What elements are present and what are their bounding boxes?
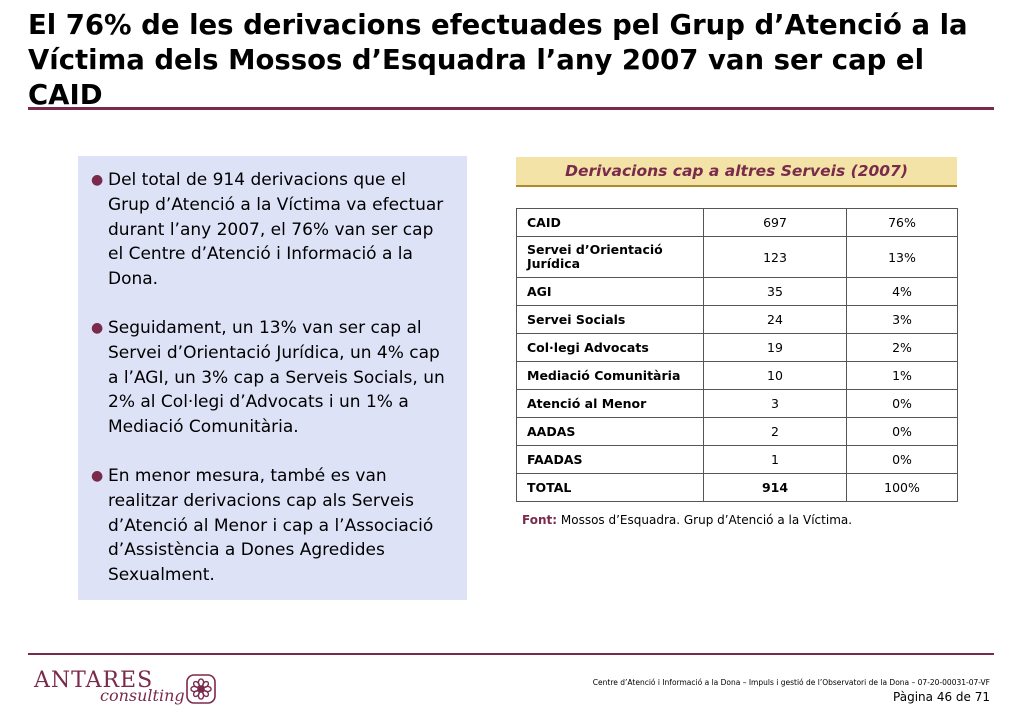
table-row: FAADAS 1 0% (516, 445, 958, 474)
row-name: Servei d’Orientació Jurídica (516, 236, 704, 278)
page-title: El 76% de les derivacions efectuades pel… (28, 9, 968, 111)
row-percent: 3% (846, 305, 958, 334)
row-count: 697 (703, 208, 847, 237)
bullet-item: ● Del total de 914 derivacions que el Gru… (88, 168, 449, 292)
table-row: CAID 697 76% (516, 208, 958, 237)
table-row: Servei d’Orientació Jurídica 123 13% (516, 236, 958, 278)
row-percent: 76% (846, 208, 958, 237)
table-title: Derivacions cap a altres Serveis (2007) (516, 157, 957, 187)
footer-document-ref: Centre d’Atenció i Informació a la Dona … (592, 678, 990, 687)
row-count: 123 (703, 236, 847, 278)
source-text: Mossos d’Esquadra. Grup d’Atenció a la V… (560, 513, 853, 527)
bullet-text: Seguidament, un 13% van ser cap al Serve… (108, 317, 445, 438)
row-name: AADAS (516, 417, 704, 446)
row-count: 2 (703, 417, 847, 446)
row-count: 19 (703, 333, 847, 362)
row-percent: 4% (846, 277, 958, 306)
bullet-text: En menor mesura, també es van realitzar … (108, 465, 434, 586)
row-name: Atenció al Menor (516, 389, 704, 418)
row-count: 10 (703, 361, 847, 390)
bullet-list: ● Del total de 914 derivacions que el Gru… (88, 168, 449, 588)
row-name: Mediació Comunitària (516, 361, 704, 390)
source-label: Font: (522, 513, 558, 527)
table-total-row: TOTAL 914 100% (516, 473, 958, 502)
row-percent: 1% (846, 361, 958, 390)
flower-logo-icon (186, 674, 216, 704)
bullet-item: ● En menor mesura, també es van realitzar… (88, 464, 449, 588)
source-note: Font: Mossos d’Esquadra. Grup d’Atenció … (522, 513, 852, 527)
bullet-item: ● Seguidament, un 13% van ser cap al Serv… (88, 316, 449, 440)
bullet-icon: ● (91, 172, 104, 188)
row-percent: 2% (846, 333, 958, 362)
bullet-icon: ● (91, 467, 104, 484)
logo-wordmark: ANTARES (34, 668, 154, 693)
row-count: 24 (703, 305, 847, 334)
table-row: Servei Socials 24 3% (516, 305, 958, 334)
row-percent: 0% (846, 417, 958, 446)
table-row: Mediació Comunitària 10 1% (516, 361, 958, 390)
row-percent: 0% (846, 389, 958, 418)
bullet-panel: ● Del total de 914 derivacions que el Gru… (78, 156, 467, 600)
page-number: Pàgina 46 de 71 (893, 690, 990, 704)
table-row: AGI 35 4% (516, 277, 958, 306)
table-row: Col·legi Advocats 19 2% (516, 333, 958, 362)
table-row: Atenció al Menor 3 0% (516, 389, 958, 418)
row-percent: 13% (846, 236, 958, 278)
title-divider (28, 107, 994, 110)
row-percent: 100% (846, 473, 958, 502)
logo-subtitle: consulting (100, 686, 185, 705)
row-name: AGI (516, 277, 704, 306)
row-percent: 0% (846, 445, 958, 474)
row-count: 35 (703, 277, 847, 306)
row-name: TOTAL (516, 473, 704, 502)
row-name: FAADAS (516, 445, 704, 474)
bullet-icon: ● (91, 319, 104, 336)
row-name: Servei Socials (516, 305, 704, 334)
row-count: 3 (703, 389, 847, 418)
bullet-text: Del total de 914 derivacions que el Grup… (108, 170, 444, 290)
footer-divider (28, 653, 994, 655)
table-row: AADAS 2 0% (516, 417, 958, 446)
row-name: CAID (516, 208, 704, 237)
derivations-table: CAID 697 76% Servei d’Orientació Jurídic… (516, 208, 958, 502)
row-name: Col·legi Advocats (516, 333, 704, 362)
row-count: 914 (703, 473, 847, 502)
row-count: 1 (703, 445, 847, 474)
